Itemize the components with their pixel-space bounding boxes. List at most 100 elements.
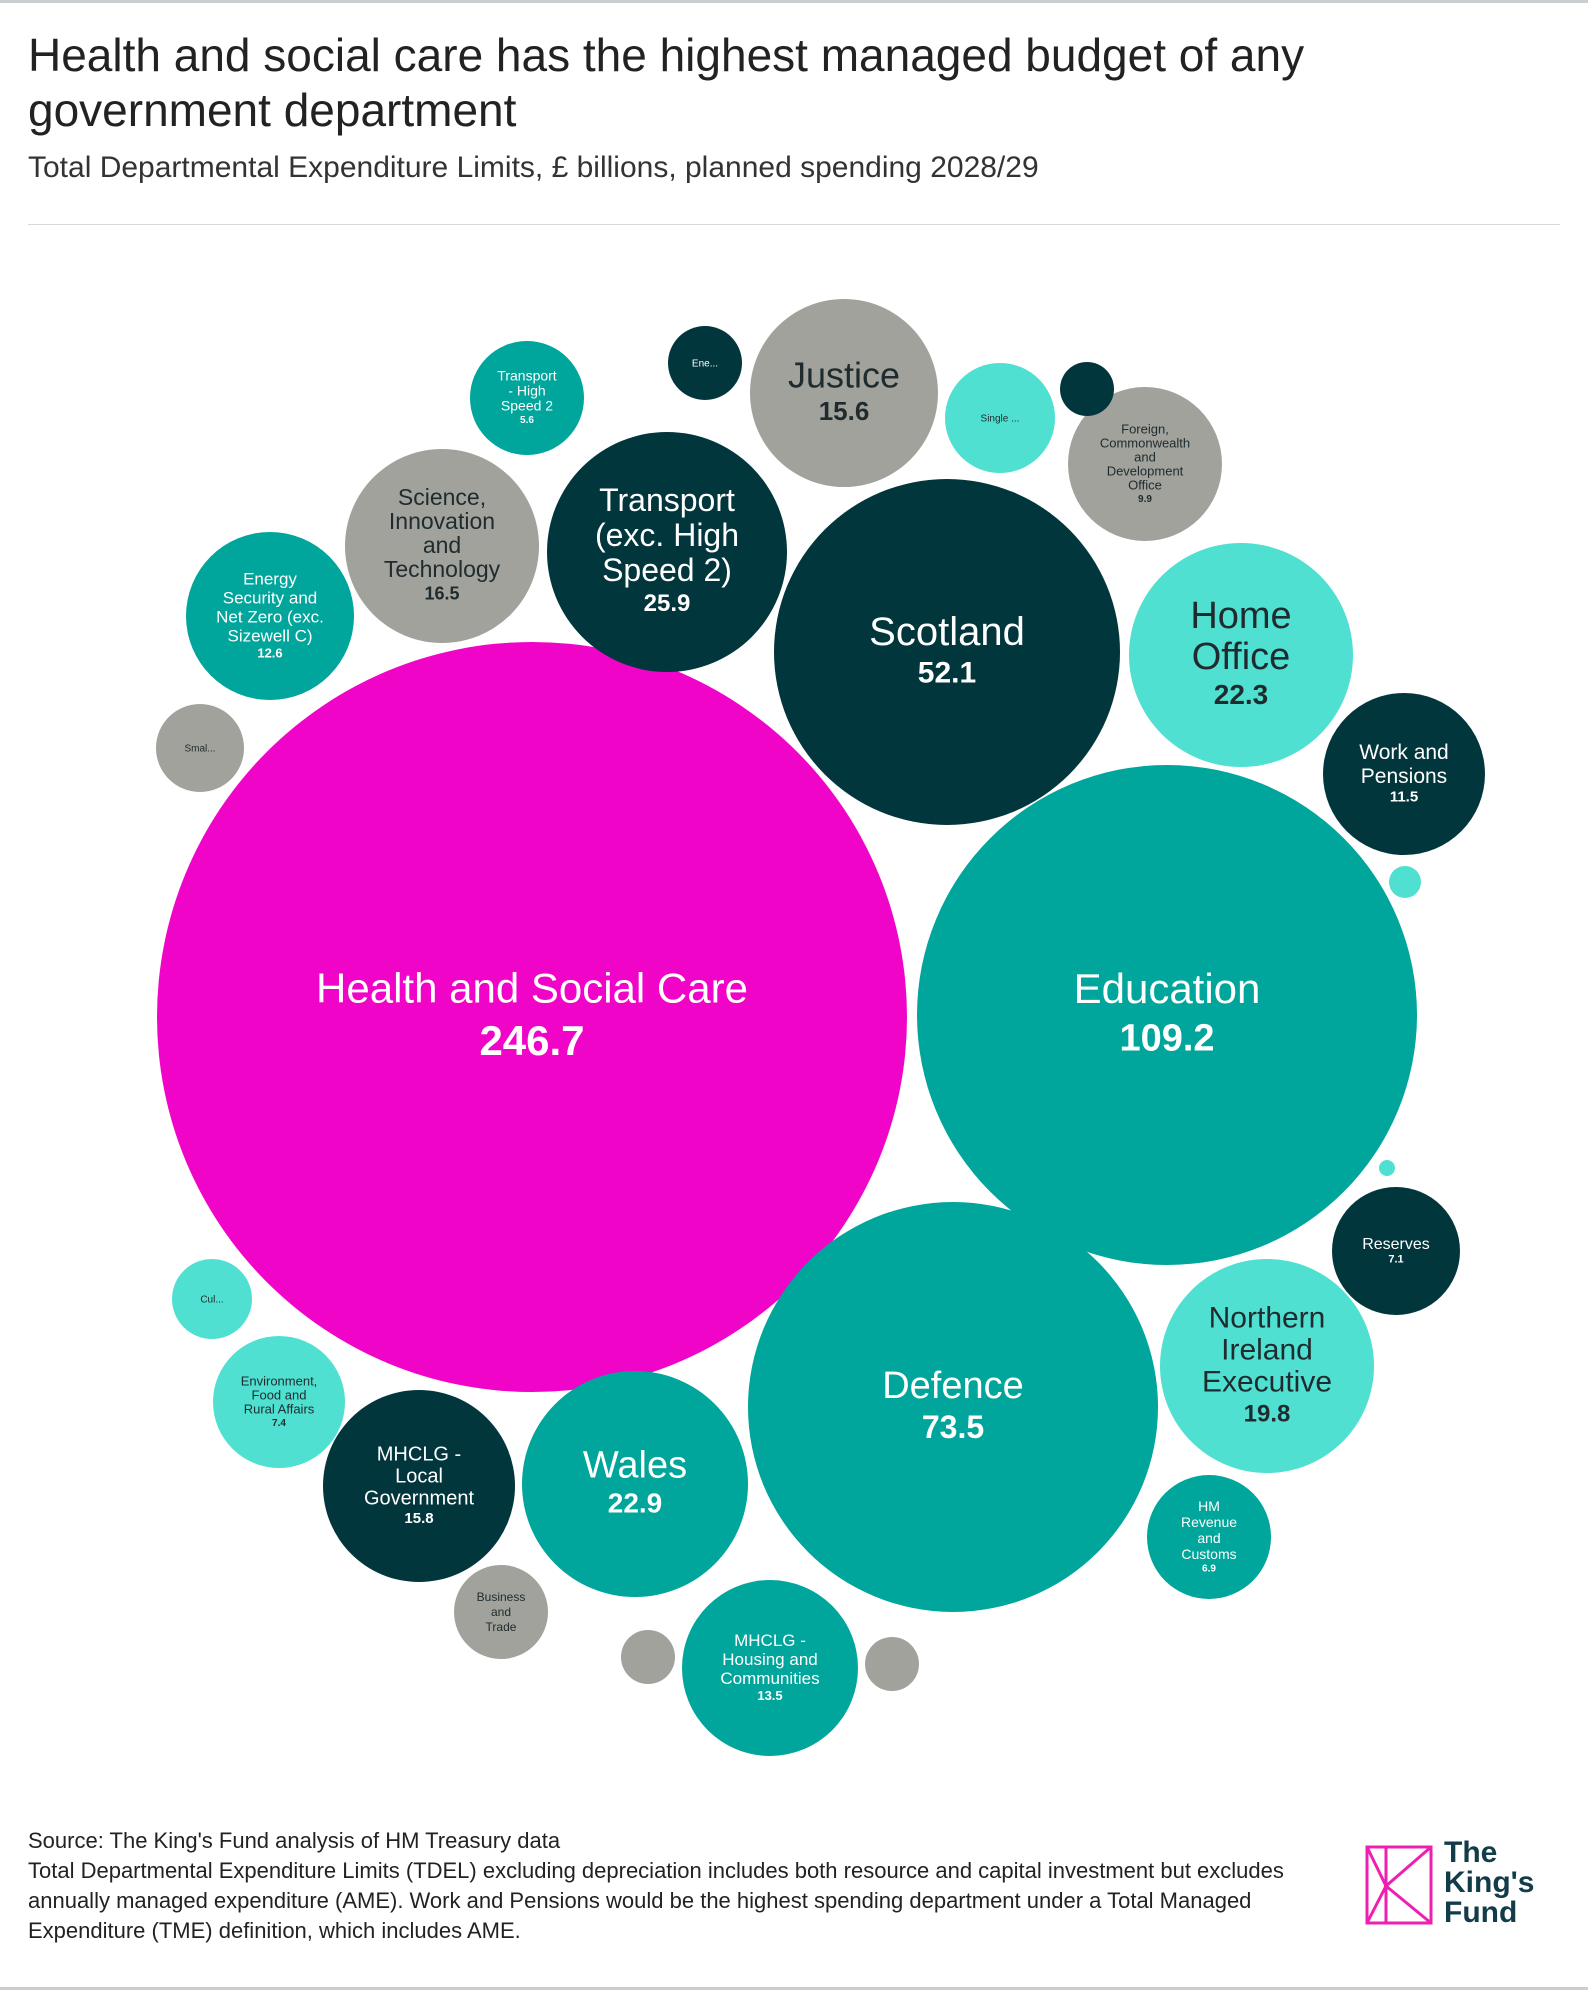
- bubble-circle: [945, 363, 1055, 473]
- bubble-value: 11.5: [1390, 789, 1418, 806]
- bubble-environment-food-and-rural-affairs-15: Environment, Food and Rural Affairs 7.4: [213, 1336, 345, 1468]
- bubble-circle: [186, 532, 354, 700]
- bubble-circle: [1147, 1475, 1271, 1599]
- bubble-circle: [522, 1371, 748, 1597]
- bubble-circle: [1323, 693, 1485, 855]
- bubble-label: Reserves: [1362, 1236, 1430, 1253]
- bubble-cul-22: Cul...: [172, 1259, 252, 1339]
- bubble-circle: [470, 341, 584, 455]
- bubble-label: Smal...: [184, 743, 215, 754]
- chart-title: Health and social care has the highest m…: [28, 29, 1305, 136]
- bubble-circle: [547, 432, 787, 672]
- bubble-value: 109.2: [1119, 1018, 1214, 1060]
- bubble-circle: [156, 704, 244, 792]
- bubble-value: 52.1: [918, 656, 976, 689]
- bubble-circle: [668, 326, 742, 400]
- bubble-business-and-trade-20: Business and Trade: [454, 1565, 548, 1659]
- kings-fund-logo-mark: [1365, 1845, 1433, 1925]
- bubble-circle: [454, 1565, 548, 1659]
- bubble-circle: [1379, 1160, 1395, 1176]
- bubble-circle: [748, 1202, 1158, 1612]
- bubble-label: Wales: [583, 1445, 687, 1487]
- bubble-circle: [621, 1630, 675, 1684]
- bubble-value: 16.5: [424, 584, 459, 604]
- bubble-value: 73.5: [922, 1409, 984, 1445]
- bubble-label: Foreign, Commonwealth and Development Office: [1100, 421, 1190, 492]
- bubble-transport-high-speed-2-18: Transport - High Speed 25.6: [470, 341, 584, 455]
- bubble-smal-21: Smal...: [156, 704, 244, 792]
- chart-footer: Source: The King's Fund analysis of HM T…: [28, 1826, 1368, 1946]
- bubble-foreign-commonwealth-and-development-office-14: Foreign, Commonwealth and Development Office…: [1068, 387, 1222, 541]
- logo-line-1: The: [1444, 1836, 1498, 1869]
- bubble-value: 13.5: [757, 1688, 782, 1703]
- bubble-value: 22.3: [1214, 679, 1269, 710]
- kings-fund-logo: The King's Fund: [1364, 1838, 1564, 1938]
- bubble-circle: [157, 642, 907, 1392]
- bubble-single-19: Single ...: [945, 363, 1055, 473]
- bubble-circle: [682, 1580, 858, 1756]
- bubble-label: Energy Security and Net Zero (exc. Sizewell…: [216, 569, 324, 645]
- bubble-circle: [1068, 387, 1222, 541]
- source-note: Source: The King's Fund analysis of HM T…: [28, 1828, 561, 1853]
- methodology-note: Total Departmental Expenditure Limits (T…: [28, 1858, 1284, 1943]
- bubble-circle: [774, 479, 1120, 825]
- bubble-ene-23: Ene...: [668, 326, 742, 400]
- bubble-label: Ene...: [692, 358, 718, 369]
- logo-line-2: King's: [1444, 1866, 1535, 1899]
- kings-fund-logo-text: The King's Fund: [1444, 1838, 1534, 1928]
- bubble-health-and-social-care-0: Health and Social Care 246.7: [157, 642, 907, 1392]
- bubble-circle: [1332, 1187, 1460, 1315]
- bubble-circle: [917, 765, 1417, 1265]
- chart-subtitle: Total Departmental Expenditure Limits, £…: [28, 151, 1039, 184]
- bubble-label: MHCLG -Local Government: [364, 1443, 474, 1509]
- bubble-label: HM Revenue and Customs: [1181, 1498, 1237, 1562]
- bubble-circle: [323, 1390, 515, 1582]
- bubble-transport-exc-high-speed-2-4: Transport (exc. High Speed 2)25.9: [547, 432, 787, 672]
- bubble-unlabelled-27: [1389, 866, 1421, 898]
- bubble-label: Business and Trade: [477, 1590, 526, 1634]
- bubble-value: 19.8: [1244, 1400, 1291, 1427]
- bubble-label: Work and Pensions: [1359, 741, 1449, 788]
- bubble-value: 15.8: [404, 1510, 433, 1527]
- bubble-label: Environment, Food and Rural Affairs: [241, 1373, 318, 1416]
- bubble-circle: [1129, 543, 1353, 767]
- bubble-circle: [172, 1259, 252, 1339]
- bubble-circle: [865, 1637, 919, 1691]
- bubble-label: Health and Social Care: [316, 965, 748, 1012]
- bubble-unlabelled-28: [1379, 1160, 1395, 1176]
- bubble-label: Defence: [882, 1365, 1024, 1407]
- bubble-label: Northern Ireland Executive: [1202, 1301, 1332, 1398]
- logo-line-3: Fund: [1444, 1896, 1518, 1929]
- title-divider: [28, 224, 1560, 225]
- bubble-label: Science, Innovation and Technology: [384, 484, 501, 582]
- bubble-value: 5.6: [520, 415, 534, 426]
- bubble-label: Education: [1074, 965, 1261, 1012]
- bubble-circle: [213, 1336, 345, 1468]
- bubble-circle: [1060, 362, 1114, 416]
- bubble-unlabelled-26: [1060, 362, 1114, 416]
- bubble-value: 15.6: [819, 396, 870, 426]
- bubble-value: 246.7: [479, 1017, 584, 1064]
- bubble-label: Transport - High Speed 2: [497, 368, 557, 414]
- bubble-label: Cul...: [200, 1294, 223, 1305]
- bubble-unlabelled-25: [865, 1637, 919, 1691]
- bubble-circle: [1160, 1259, 1374, 1473]
- bubble-value: 6.9: [1202, 1563, 1216, 1574]
- bubble-value: 25.9: [644, 590, 691, 617]
- bubble-value: 12.6: [257, 646, 282, 661]
- bubble-circle: [345, 449, 539, 643]
- bubble-label: Transport (exc. High Speed 2): [595, 482, 739, 588]
- bubble-label: Home Office: [1190, 595, 1291, 678]
- bubble-unlabelled-24: [621, 1630, 675, 1684]
- bubble-value: 9.9: [1138, 494, 1152, 505]
